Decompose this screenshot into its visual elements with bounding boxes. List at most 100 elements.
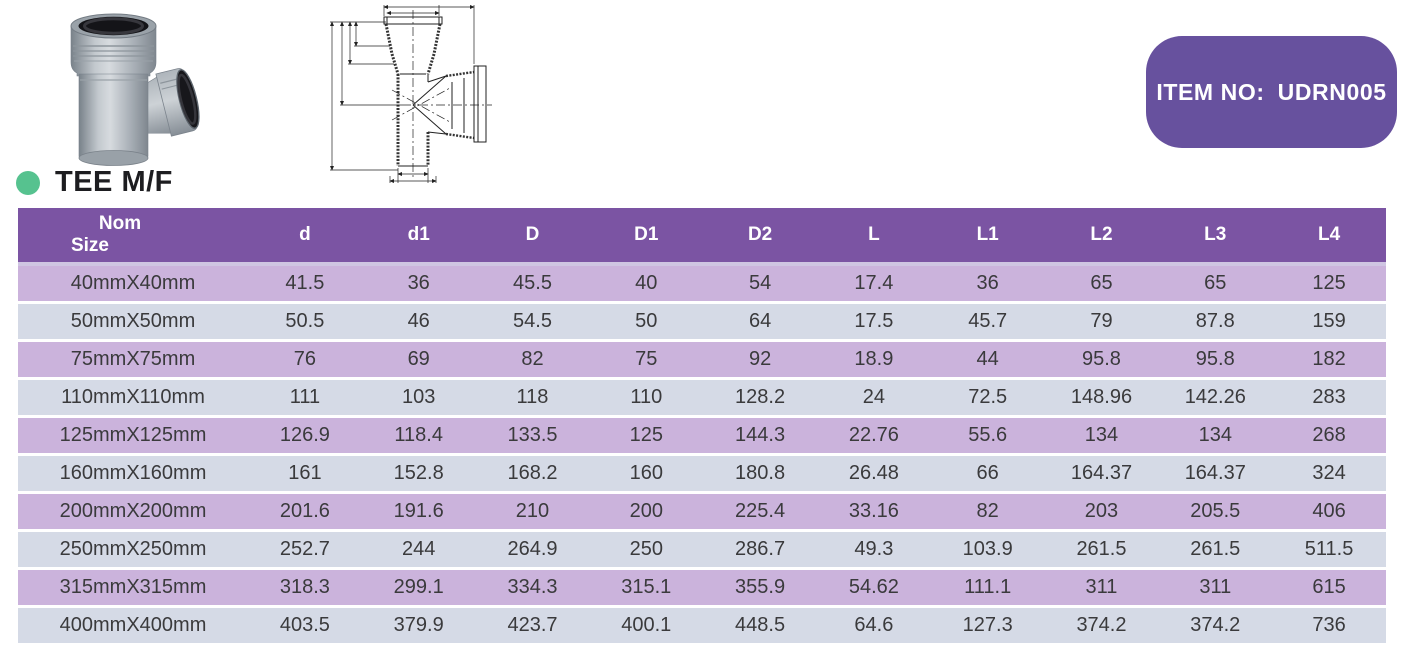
column-header: D2: [703, 208, 817, 266]
column-header: Nom Size: [18, 208, 248, 266]
value-cell: 736: [1272, 606, 1386, 646]
table-row: 315mmX315mm 318.3 299.1 334.3 315.1 355.9 54.6…: [18, 568, 1386, 608]
value-cell: 46: [361, 302, 476, 342]
size-cell: 50mmX50mm: [18, 302, 248, 342]
value-cell: 324: [1272, 454, 1386, 494]
value-cell: 511.5: [1272, 530, 1386, 570]
value-cell: 49.3: [816, 530, 931, 570]
value-cell: 66: [930, 454, 1045, 494]
table-row: 160mmX160mm 161 152.8 168.2 160 180.8 26.48 66 1…: [18, 454, 1386, 494]
value-cell: 54.62: [816, 568, 931, 608]
value-cell: 161: [248, 454, 362, 494]
value-cell: 374.2: [1158, 606, 1273, 646]
table-row: 75mmX75mm 76 69 82 75 92 18.9 44 95.8 95.8 182: [18, 340, 1386, 380]
value-cell: 205.5: [1158, 492, 1273, 532]
value-cell: 164.37: [1158, 454, 1273, 494]
item-number-label: ITEM NO:: [1156, 78, 1265, 105]
value-cell: 50: [589, 302, 704, 342]
value-cell: 400.1: [589, 606, 704, 646]
value-cell: 26.48: [816, 454, 931, 494]
column-header: D: [475, 208, 590, 266]
value-cell: 615: [1272, 568, 1386, 608]
value-cell: 250: [589, 530, 704, 570]
value-cell: 182: [1272, 340, 1386, 380]
product-photo: [52, 4, 202, 170]
table-row: 125mmX125mm 126.9 118.4 133.5 125 144.3 22.76 5…: [18, 416, 1386, 456]
table-header: Nom Size d d1 D D1 D2 L L1 L2 L3 L4: [18, 208, 1386, 266]
column-header: L: [816, 208, 931, 266]
column-header: d1: [361, 208, 476, 266]
size-cell: 250mmX250mm: [18, 530, 248, 570]
value-cell: 111: [248, 378, 362, 418]
value-cell: 201.6: [248, 492, 362, 532]
value-cell: 118.4: [361, 416, 476, 456]
table-row: 110mmX110mm 111 103 118 110 128.2 24 72.5 148.96…: [18, 378, 1386, 418]
size-cell: 160mmX160mm: [18, 454, 248, 494]
value-cell: 95.8: [1044, 340, 1159, 380]
value-cell: 210: [475, 492, 590, 532]
value-cell: 54: [703, 264, 817, 304]
value-cell: 127.3: [930, 606, 1045, 646]
value-cell: 133.5: [475, 416, 590, 456]
value-cell: 118: [475, 378, 590, 418]
value-cell: 311: [1158, 568, 1273, 608]
value-cell: 36: [930, 264, 1045, 304]
value-cell: 126.9: [248, 416, 362, 456]
value-cell: 283: [1272, 378, 1386, 418]
value-cell: 33.16: [816, 492, 931, 532]
value-cell: 54.5: [475, 302, 590, 342]
column-header: L2: [1044, 208, 1159, 266]
size-cell: 75mmX75mm: [18, 340, 248, 380]
value-cell: 110: [589, 378, 704, 418]
value-cell: 45.7: [930, 302, 1045, 342]
value-cell: 299.1: [361, 568, 476, 608]
table-header-row: Nom Size d d1 D D1 D2 L L1 L2 L3 L4: [18, 208, 1386, 266]
size-cell: 200mmX200mm: [18, 492, 248, 532]
value-cell: 134: [1044, 416, 1159, 456]
value-cell: 111.1: [930, 568, 1045, 608]
value-cell: 315.1: [589, 568, 704, 608]
value-cell: 24: [816, 378, 931, 418]
value-cell: 142.26: [1158, 378, 1273, 418]
value-cell: 144.3: [703, 416, 817, 456]
tee-fitting-photo-graphic: [70, 13, 200, 166]
value-cell: 374.2: [1044, 606, 1159, 646]
value-cell: 244: [361, 530, 476, 570]
value-cell: 252.7: [248, 530, 362, 570]
size-cell: 400mmX400mm: [18, 606, 248, 646]
column-header: L4: [1272, 208, 1386, 266]
size-cell: 40mmX40mm: [18, 264, 248, 304]
value-cell: 76: [248, 340, 362, 380]
column-header-line: Nom: [98, 213, 142, 235]
value-cell: 103.9: [930, 530, 1045, 570]
value-cell: 261.5: [1044, 530, 1159, 570]
item-number-badge: ITEM NO: UDRN005: [1146, 36, 1397, 148]
value-cell: 64: [703, 302, 817, 342]
value-cell: 403.5: [248, 606, 362, 646]
value-cell: 64.6: [816, 606, 931, 646]
technical-drawing: [322, 2, 497, 186]
value-cell: 18.9: [816, 340, 931, 380]
value-cell: 41.5: [248, 264, 362, 304]
value-cell: 355.9: [703, 568, 817, 608]
value-cell: 286.7: [703, 530, 817, 570]
value-cell: 164.37: [1044, 454, 1159, 494]
size-cell: 110mmX110mm: [18, 378, 248, 418]
value-cell: 92: [703, 340, 817, 380]
value-cell: 79: [1044, 302, 1159, 342]
table-row: 40mmX40mm 41.5 36 45.5 40 54 17.4 36 65 65 125: [18, 264, 1386, 304]
value-cell: 55.6: [930, 416, 1045, 456]
value-cell: 69: [361, 340, 476, 380]
tee-fitting-drawing-graphic: [329, 4, 492, 184]
size-cell: 315mmX315mm: [18, 568, 248, 608]
table-row: 200mmX200mm 201.6 191.6 210 200 225.4 33.16 82 2…: [18, 492, 1386, 532]
value-cell: 191.6: [361, 492, 476, 532]
value-cell: 36: [361, 264, 476, 304]
value-cell: 406: [1272, 492, 1386, 532]
value-cell: 180.8: [703, 454, 817, 494]
value-cell: 203: [1044, 492, 1159, 532]
value-cell: 17.4: [816, 264, 931, 304]
value-cell: 65: [1044, 264, 1159, 304]
value-cell: 87.8: [1158, 302, 1273, 342]
